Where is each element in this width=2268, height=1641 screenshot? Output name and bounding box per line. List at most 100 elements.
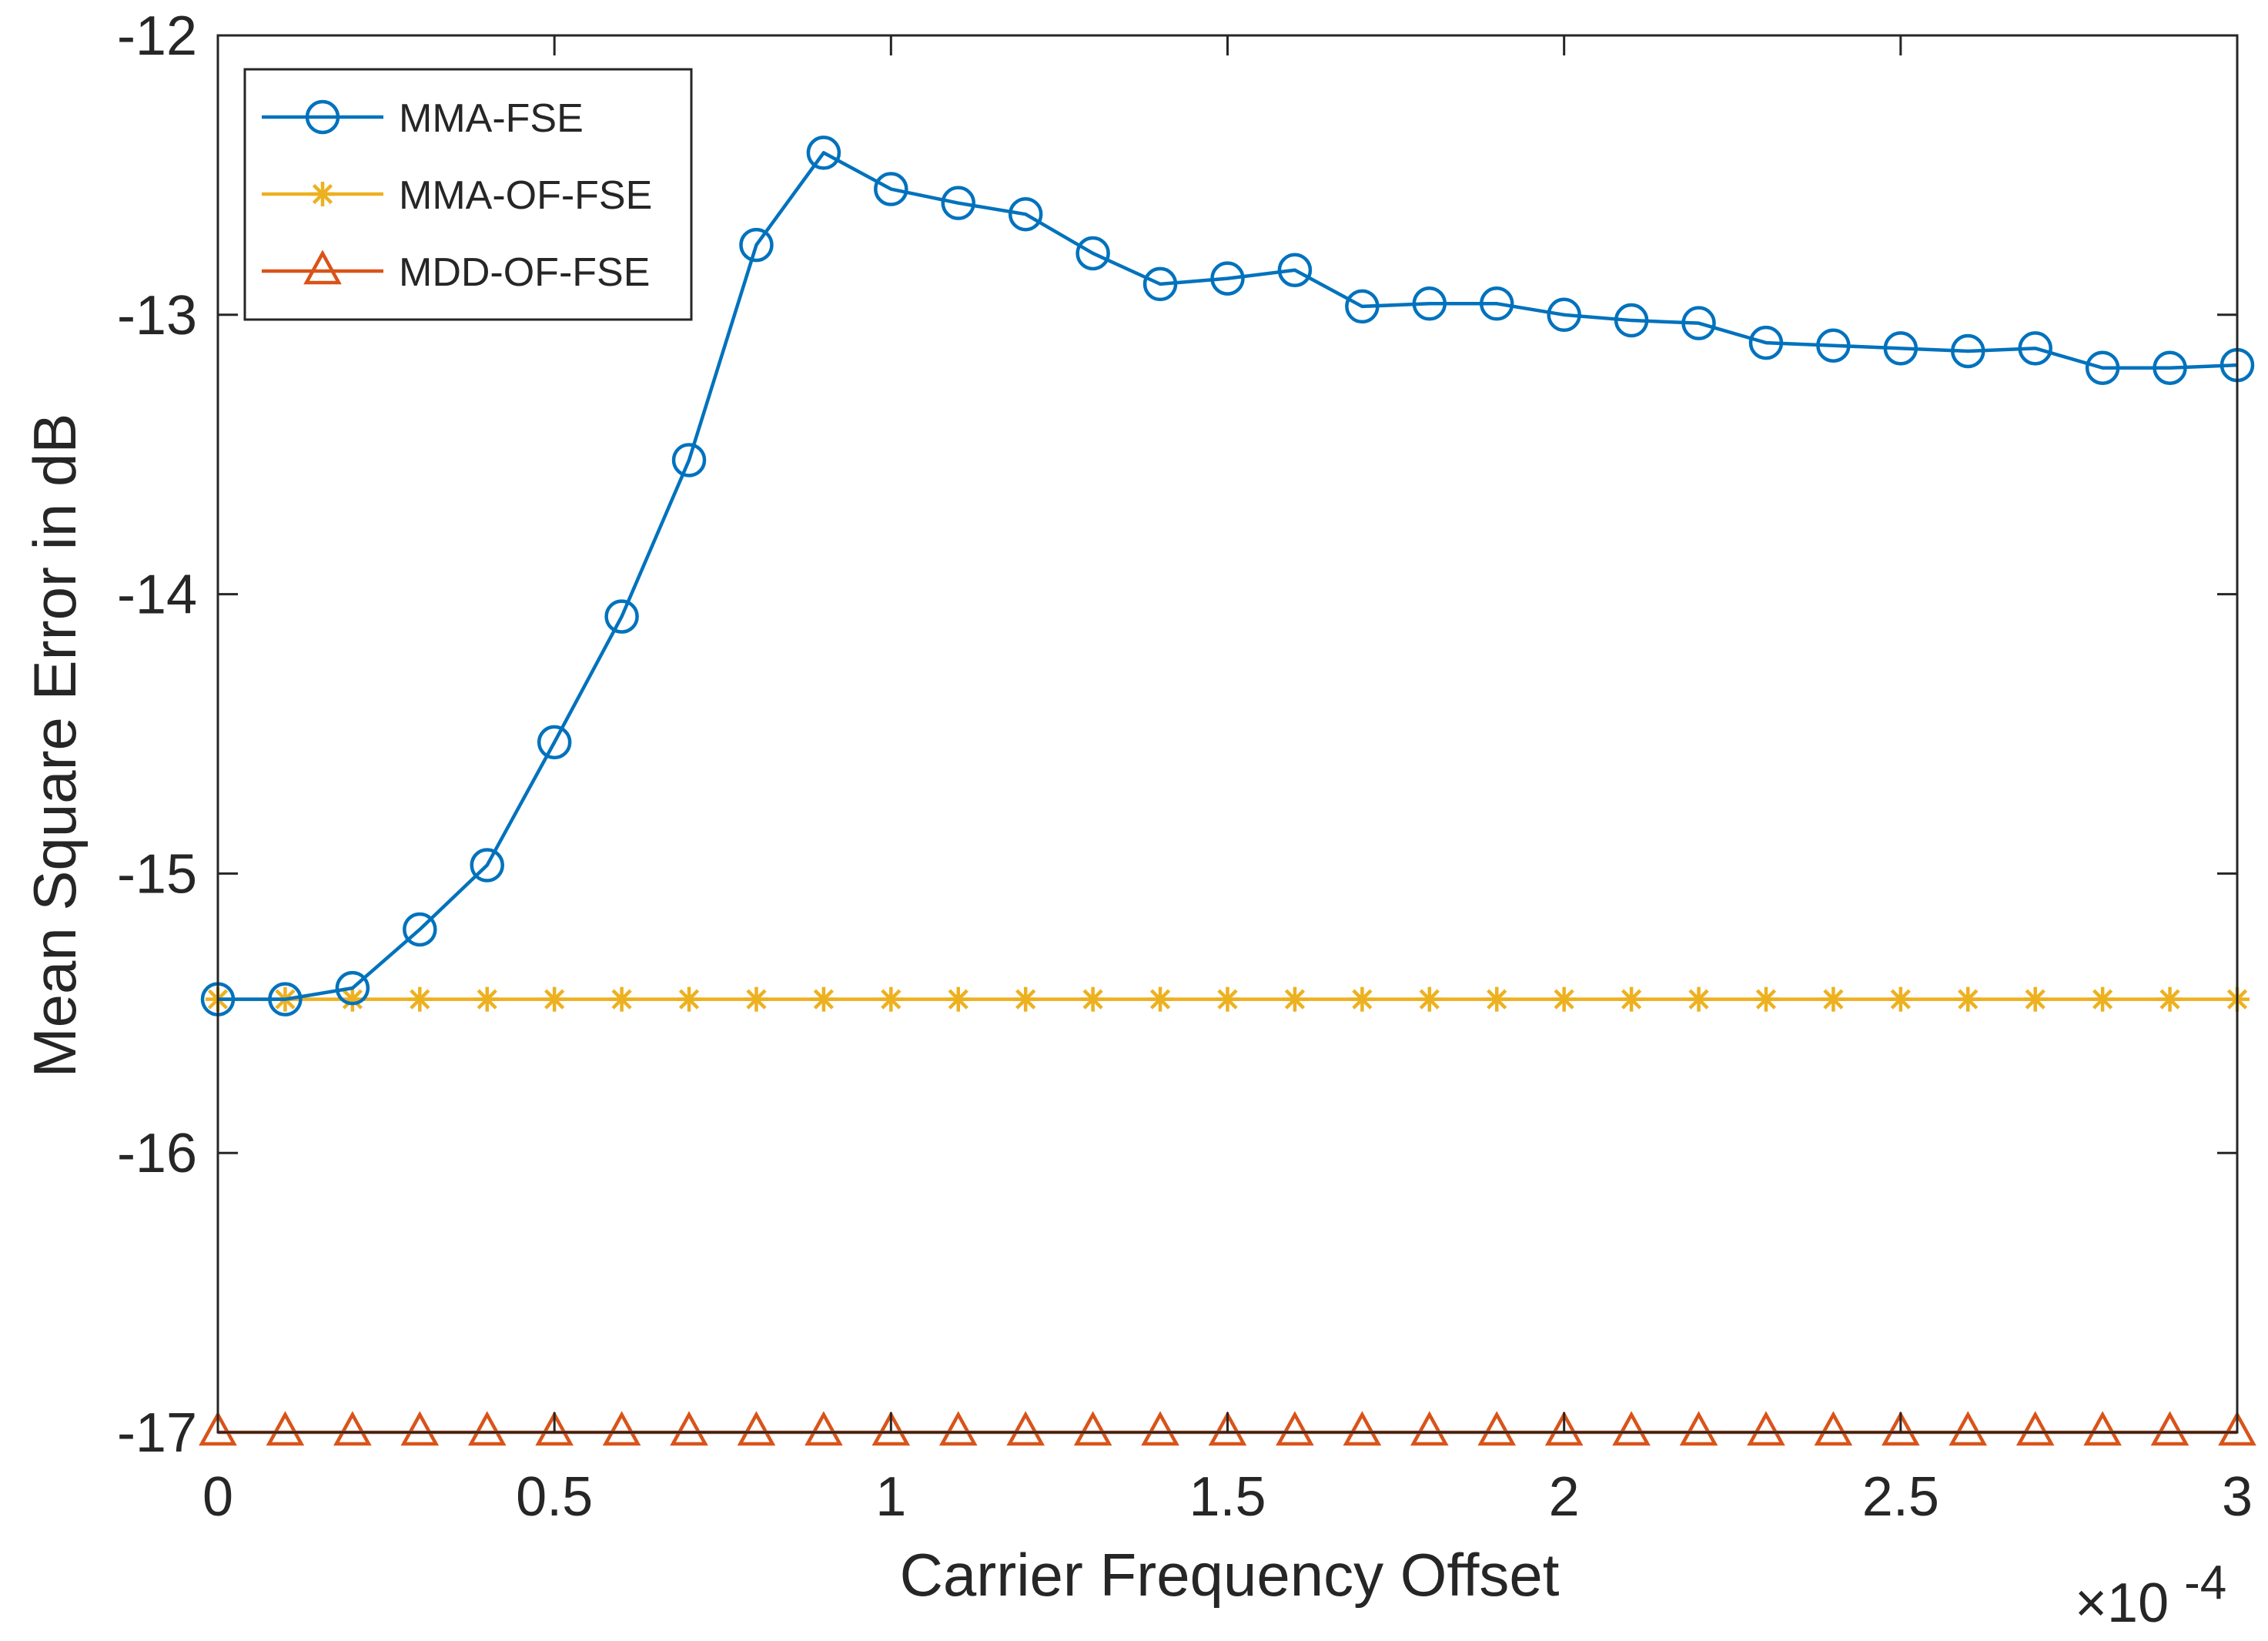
y-tick-label: -17: [117, 1402, 197, 1464]
data-point: [1547, 297, 1581, 333]
legend-label: MDD-OF-FSE: [399, 250, 650, 295]
marker-stroke: [948, 989, 968, 1010]
data-point: [677, 986, 702, 1012]
data-point: [1412, 286, 1447, 321]
data-point: [1551, 986, 1577, 1012]
data-point: [1747, 1411, 1785, 1446]
data-point: [1484, 986, 1510, 1012]
x-tick-label: 2.5: [1862, 1466, 1939, 1528]
data-point: [1008, 196, 1043, 232]
data-point: [1343, 1411, 1382, 1446]
data-point: [1417, 986, 1442, 1012]
plot-area: [199, 136, 2256, 1446]
data-point: [739, 227, 774, 263]
x-multiplier-exponent: -4: [2184, 1556, 2226, 1609]
data-point: [2153, 350, 2187, 385]
legend-entry-mma-of-fse: MMA-OF-FSE: [262, 173, 652, 218]
marker-stroke: [1755, 989, 1777, 1010]
data-point: [744, 986, 769, 1012]
data-point: [1949, 1411, 1988, 1446]
series-mma-of-fse: [206, 986, 2250, 1012]
marker-stroke: [1554, 989, 1574, 1010]
y-tick-label: -15: [117, 843, 197, 905]
data-point: [2083, 1411, 2122, 1446]
data-point: [1681, 306, 1716, 340]
data-point: [811, 986, 836, 1012]
legend-marker: [310, 182, 335, 206]
data-point: [1753, 986, 1778, 1012]
data-point: [1073, 1411, 1112, 1446]
legend-label: MMA-OF-FSE: [399, 173, 652, 218]
y-tick-label: -12: [117, 5, 197, 67]
marker-stroke: [1217, 989, 1238, 1010]
marker-stroke: [342, 989, 363, 1010]
data-point: [470, 848, 504, 882]
data-point: [1075, 236, 1110, 271]
data-point: [1080, 986, 1106, 1012]
data-point: [403, 912, 437, 947]
marker-stroke: [1621, 989, 1642, 1010]
data-point: [474, 986, 500, 1012]
data-point: [2022, 986, 2048, 1012]
marker-stroke: [1082, 989, 1103, 1010]
marker-stroke: [1688, 989, 1709, 1010]
marker-stroke: [312, 183, 333, 205]
legend: MMA-FSE MMA-OF-FSE MDD-OF-FSE: [243, 68, 693, 321]
x-tick-label: 1: [875, 1466, 906, 1528]
data-point: [1148, 986, 1173, 1012]
x-tick-label: 0: [202, 1466, 233, 1528]
data-point: [1142, 266, 1178, 302]
y-tick-label: -13: [117, 285, 197, 347]
data-point: [535, 1411, 574, 1446]
marker-stroke: [881, 989, 902, 1010]
data-point: [604, 599, 639, 634]
x-tick-label: 2: [1549, 1466, 1580, 1528]
data-point: [602, 1411, 641, 1446]
x-multiplier-base: ×10: [2075, 1572, 2169, 1634]
data-point: [806, 136, 841, 170]
marker-stroke: [1487, 989, 1507, 1010]
data-point: [1345, 289, 1380, 324]
data-point: [1479, 286, 1514, 321]
marker-stroke: [1890, 989, 1911, 1010]
data-point: [1748, 325, 1784, 360]
legend-entry-mdd-of-fse: MDD-OF-FSE: [262, 249, 650, 295]
legend-marker: [305, 99, 340, 135]
data-point: [2018, 331, 2052, 366]
data-point: [199, 1411, 237, 1446]
data-point: [878, 986, 904, 1012]
data-point: [467, 1411, 507, 1446]
data-point: [1013, 986, 1039, 1012]
data-point: [1277, 253, 1313, 288]
x-tick-label: 0.5: [516, 1466, 593, 1528]
data-point: [671, 443, 707, 477]
marker-stroke: [678, 989, 700, 1010]
data-point: [333, 1411, 372, 1446]
series-mma-fse: [200, 136, 2255, 1016]
marker-stroke: [477, 989, 497, 1010]
data-point: [2090, 986, 2116, 1012]
marker-stroke: [1284, 989, 1306, 1010]
legend-label: MMA-FSE: [399, 96, 584, 141]
data-point: [737, 1411, 776, 1446]
data-point: [1614, 303, 1649, 338]
data-point: [1544, 1411, 1584, 1446]
data-point: [609, 986, 634, 1012]
data-point: [1888, 986, 1913, 1012]
data-point: [1410, 1411, 1449, 1446]
marker-stroke: [746, 989, 767, 1010]
data-point: [1882, 1411, 1920, 1446]
data-point: [1955, 986, 1981, 1012]
data-point: [1215, 986, 1240, 1012]
data-point: [1883, 331, 1918, 366]
marker-stroke: [1823, 989, 1844, 1010]
data-point: [266, 1411, 305, 1446]
data-point: [874, 172, 908, 206]
axes: 0 0.5 1 1.5 2 2.5 3 -12 -13 -14 -15 -16 -17: [117, 5, 2253, 1528]
y-axis-label: Mean Square Error in dB: [21, 414, 89, 1078]
data-point: [1282, 986, 1307, 1012]
legend-marker: [303, 249, 342, 285]
data-point: [1821, 986, 1846, 1012]
